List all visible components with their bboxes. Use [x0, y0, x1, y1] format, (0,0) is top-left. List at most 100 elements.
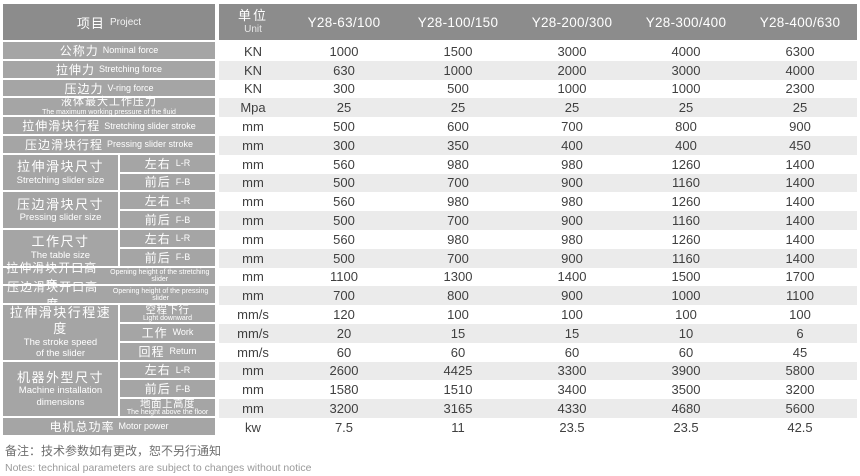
value-cell: 1160 — [629, 211, 743, 230]
value-cell: 1580 — [287, 380, 401, 400]
value-cell: 120 — [287, 305, 401, 324]
sub-label-en: F-B — [175, 383, 191, 394]
sub-label: 工作 Work — [118, 323, 215, 343]
value-cell: 1700 — [743, 267, 857, 287]
row-label-zh: 拉伸力 — [55, 62, 95, 77]
value-cell: 3165 — [401, 399, 515, 418]
row-label-zh: 拉伸滑块行程 — [22, 119, 101, 134]
value-cell: 1400 — [743, 192, 857, 212]
row-label-zh: 公称力 — [59, 43, 99, 58]
value-cell: 500 — [287, 248, 401, 268]
value-cell: 4680 — [629, 399, 743, 418]
unit-cell: mm — [219, 361, 287, 381]
unit-cell: mm — [219, 154, 287, 174]
value-cell: 60 — [629, 342, 743, 362]
sub-label: 前后 F-B — [118, 248, 215, 268]
value-cell: 100 — [515, 305, 629, 324]
sub-label-zh: 前后 — [144, 175, 171, 190]
group-label-en: dimensions — [36, 396, 85, 408]
row-label-zh: 压边力 — [64, 81, 104, 96]
sub-label-zh: 左右 — [144, 363, 171, 378]
value-cell: 1500 — [401, 42, 515, 61]
row-label: 拉伸滑块开口高度 Opening height of the stretching… — [3, 261, 215, 292]
value-cell: 6300 — [743, 42, 857, 61]
row-label: 拉伸滑块行程 Stretching slider stroke — [3, 117, 215, 136]
value-cell: 25 — [515, 98, 629, 118]
unit-cell: mm — [219, 173, 287, 193]
unit-cell: kw — [219, 417, 287, 437]
value-cell: 800 — [401, 286, 515, 306]
sub-label-en: F-B — [175, 214, 191, 225]
value-cell: 3500 — [629, 380, 743, 400]
sub-label-zh: 工作 — [141, 325, 168, 340]
sub-label-en: F-B — [175, 252, 191, 263]
value-cell: 4425 — [401, 361, 515, 381]
value-cell: 1400 — [743, 154, 857, 174]
value-cell: 900 — [515, 248, 629, 268]
value-cell: 560 — [287, 154, 401, 174]
value-cell: 1000 — [629, 286, 743, 306]
row-label-zh: 压边滑块行程 — [24, 137, 103, 152]
value-cell: 3200 — [287, 399, 401, 418]
notes-zh: 备注：技术参数如有更改，恕不另行通知 — [5, 444, 222, 458]
value-cell: 980 — [401, 192, 515, 212]
value-cell: 1510 — [401, 380, 515, 400]
sub-label: 前后 F-B — [118, 380, 215, 400]
header-unit-en: Unit — [244, 23, 262, 35]
footer-notes: 备注：技术参数如有更改，恕不另行通知 Notes: technical para… — [5, 442, 311, 474]
value-cell: 20 — [287, 323, 401, 343]
value-cell: 980 — [515, 154, 629, 174]
row-label-en: The maximum working pressure of the flui… — [42, 108, 176, 116]
value-cell: 630 — [287, 60, 401, 80]
header-model-2: Y28-200/300 — [515, 4, 629, 40]
value-cell: 3300 — [515, 361, 629, 381]
sub-label-en: Return — [169, 346, 197, 357]
value-cell: 23.5 — [629, 417, 743, 437]
value-cell: 3900 — [629, 361, 743, 381]
group-label-en: The table size — [30, 249, 91, 261]
value-cell: 900 — [743, 117, 857, 136]
group-label-en: of the slider — [35, 347, 86, 359]
value-cell: 3200 — [743, 380, 857, 400]
value-cell: 42.5 — [743, 417, 857, 437]
group-label-zh: 压边滑块尺寸 — [16, 196, 104, 212]
value-cell: 1400 — [743, 211, 857, 230]
unit-cell: KN — [219, 60, 287, 80]
value-cell: 3000 — [629, 60, 743, 80]
value-cell: 7.5 — [287, 417, 401, 437]
spec-table: 项目 Project 单位 Unit Y28-63/100 Y28-100/15… — [3, 4, 857, 437]
value-cell: 1100 — [743, 286, 857, 306]
value-cell: 800 — [629, 117, 743, 136]
unit-cell: mm/s — [219, 323, 287, 343]
group-label: 拉伸滑块行程速度 The stroke speed of the slider — [3, 305, 118, 362]
value-cell: 700 — [401, 173, 515, 193]
sub-label: 左右 L-R — [118, 361, 215, 381]
value-cell: 4330 — [515, 399, 629, 418]
value-cell: 700 — [401, 211, 515, 230]
value-cell: 1160 — [629, 248, 743, 268]
sub-label: 左右 L-R — [118, 154, 215, 174]
value-cell: 3400 — [515, 380, 629, 400]
value-cell: 23.5 — [515, 417, 629, 437]
header-project-zh: 项目 — [76, 15, 105, 31]
value-cell: 2600 — [287, 361, 401, 381]
value-cell: 500 — [287, 211, 401, 230]
value-cell: 980 — [515, 229, 629, 249]
value-cell: 900 — [515, 286, 629, 306]
value-cell: 1000 — [629, 79, 743, 99]
sub-label: 前后 F-B — [118, 173, 215, 193]
row-label: 液体最大工作压力 The maximum working pressure of … — [3, 97, 215, 118]
sub-label-zh: 前后 — [144, 382, 171, 397]
unit-cell: mm — [219, 399, 287, 418]
value-cell: 1000 — [515, 79, 629, 99]
value-cell: 3000 — [515, 42, 629, 61]
group-label: 压边滑块尺寸 Pressing slider size — [3, 192, 118, 230]
value-cell: 450 — [743, 135, 857, 155]
header-model-3: Y28-300/400 — [629, 4, 743, 40]
value-cell: 350 — [401, 135, 515, 155]
unit-cell: mm — [219, 380, 287, 400]
sub-label-zh: 空程下行 — [145, 303, 190, 316]
value-cell: 1400 — [515, 267, 629, 287]
value-cell: 10 — [629, 323, 743, 343]
row-label: 电机总功率 Motor power — [3, 417, 215, 437]
